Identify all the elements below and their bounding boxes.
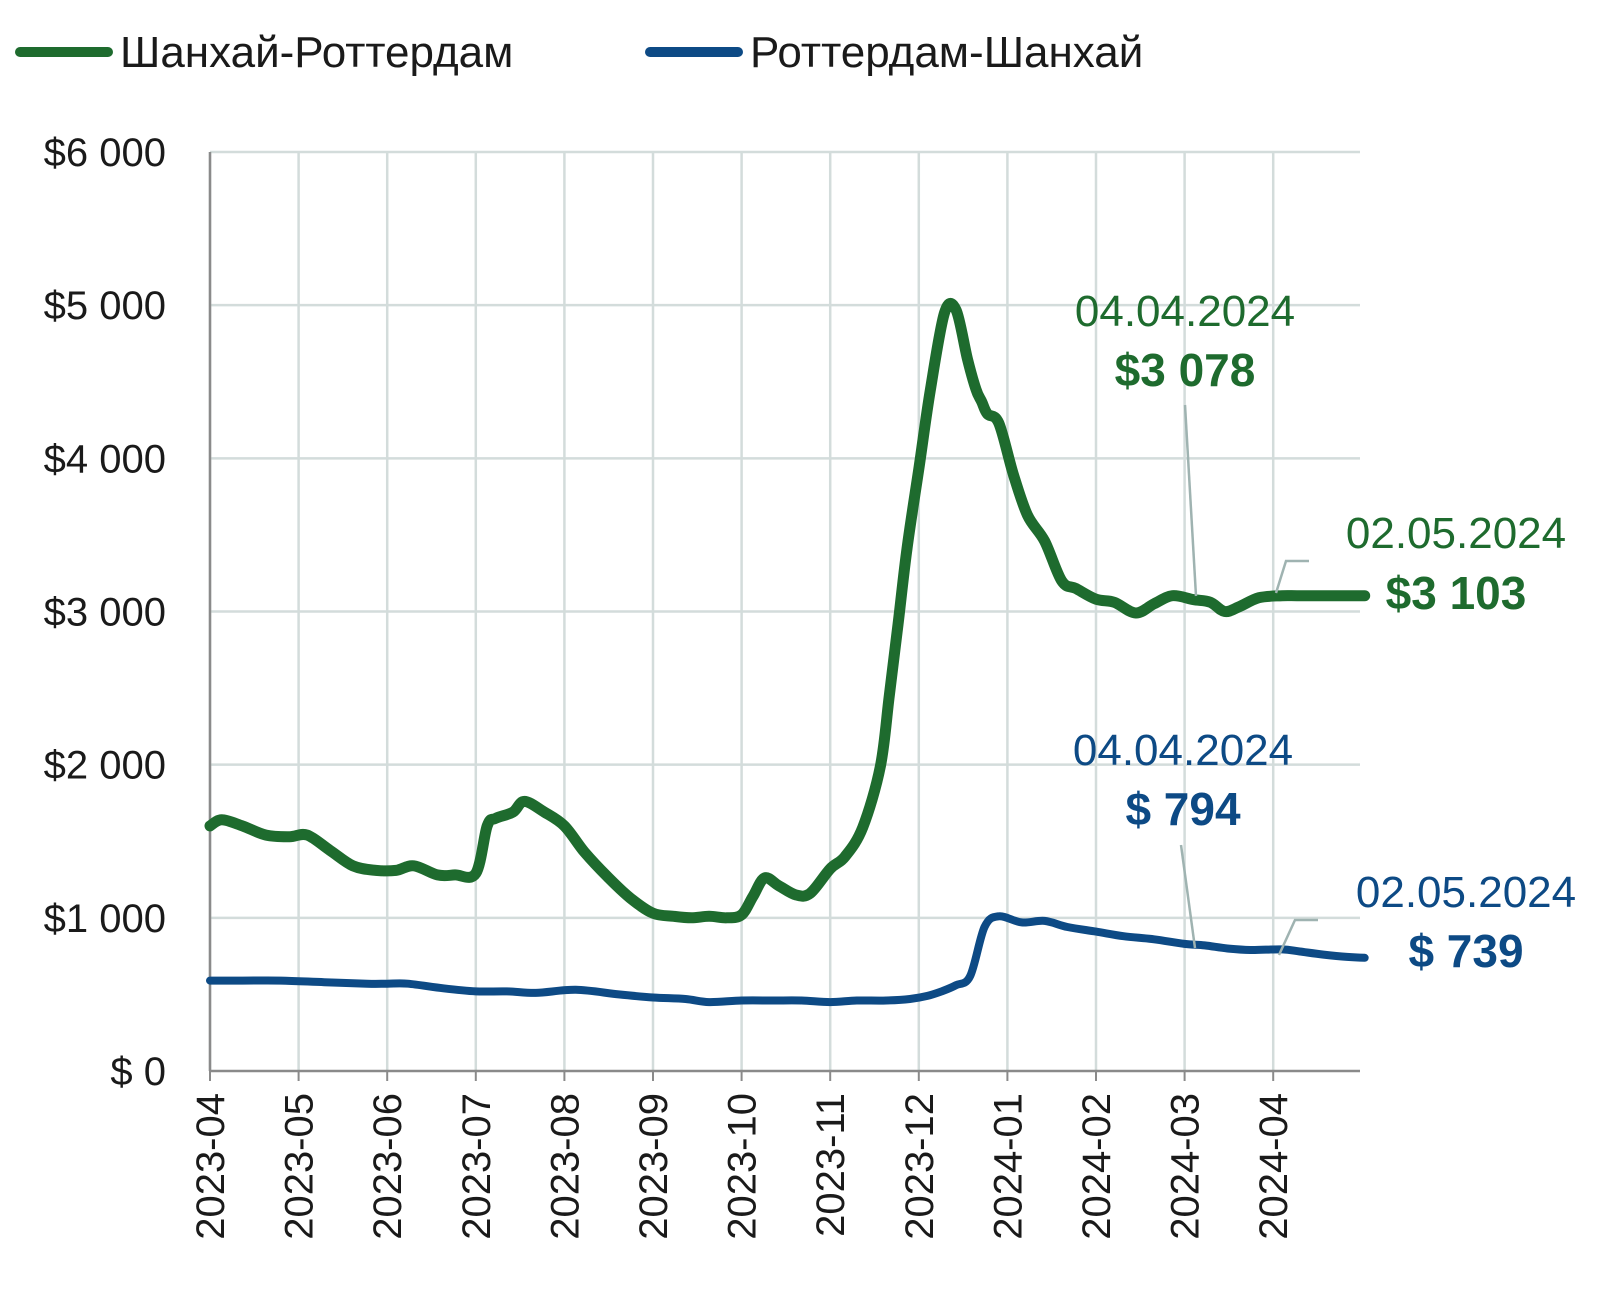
annotation-date: 04.04.2024 (1073, 726, 1293, 775)
annotation-date: 02.05.2024 (1356, 868, 1576, 917)
x-tick-label: 2023-09 (632, 1093, 676, 1240)
annotation-leader-line (1277, 918, 1318, 956)
annotations: 04.04.2024 $3 078 02.05.2024 $3 103 04.04.20… (1073, 287, 1576, 977)
annotation-value: $3 103 (1386, 567, 1527, 619)
legend-label-rotterdam-shanghai: Роттердам-Шанхай (750, 28, 1143, 77)
y-tick-label: $5 000 (44, 284, 166, 328)
y-tick-label: $3 000 (44, 591, 166, 635)
x-tick-label: 2023-12 (898, 1093, 942, 1240)
y-tick-label: $2 000 (44, 744, 166, 788)
legend: Шанхай-Роттердам Роттердам-Шанхай (15, 28, 1143, 77)
x-tick-label: 2023-08 (543, 1093, 587, 1240)
y-axis-ticks: $ 0 $1 000 $2 000 $3 000 $4 000 $5 000 $6 000 (44, 131, 166, 1094)
x-tick-label: 2023-10 (721, 1093, 765, 1240)
series-line-rotterdam-shanghai (206, 912, 1369, 1007)
x-tick-label: 2023-07 (455, 1093, 499, 1240)
legend-label-shanghai-rotterdam: Шанхай-Роттердам (120, 28, 513, 77)
x-tick-label: 2023-11 (809, 1093, 853, 1237)
series-line-shanghai-rotterdam (204, 297, 1371, 924)
x-axis-ticks: 2023-04 2023-05 2023-06 2023-07 2023-08 2023-… (189, 1093, 1296, 1240)
y-tick-label: $1 000 (44, 897, 166, 941)
x-tick-label: 2023-05 (278, 1093, 322, 1240)
y-tick-label: $4 000 (44, 437, 166, 481)
axes (208, 152, 1360, 1081)
x-tick-label: 2024-02 (1075, 1093, 1119, 1240)
series-lines (204, 297, 1371, 1007)
annotation-value: $ 794 (1125, 783, 1241, 835)
annotation-value: $3 078 (1115, 344, 1256, 396)
x-tick-label: 2024-01 (986, 1093, 1030, 1240)
y-tick-label: $ 0 (110, 1050, 166, 1094)
annotation-date: 04.04.2024 (1075, 287, 1295, 336)
y-tick-label: $6 000 (44, 131, 166, 175)
x-tick-label: 2023-04 (189, 1093, 233, 1240)
annotation-value: $ 739 (1408, 925, 1523, 977)
x-tick-label: 2024-03 (1164, 1093, 1208, 1240)
annotation-date: 02.05.2024 (1346, 509, 1566, 558)
x-tick-label: 2023-06 (366, 1093, 410, 1240)
x-tick-label: 2024-04 (1252, 1093, 1296, 1240)
annotation-leader-line (1183, 404, 1198, 597)
annotation-leader-line (1179, 844, 1197, 949)
annotation-leader-line (1274, 559, 1309, 594)
